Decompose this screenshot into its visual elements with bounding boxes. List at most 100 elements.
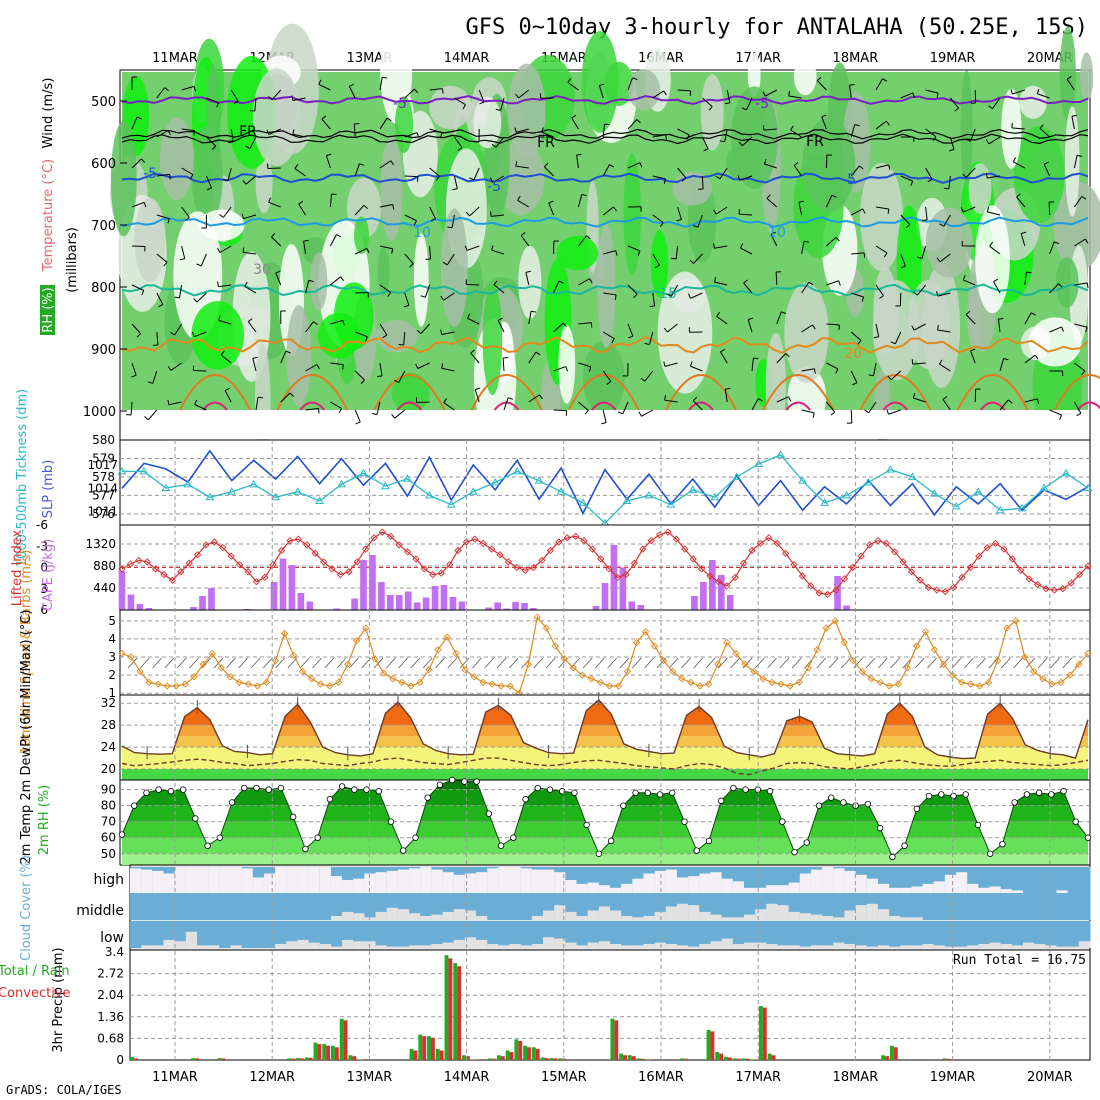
lifted-index-point (1067, 579, 1075, 587)
wind-barb-flag (1086, 282, 1089, 288)
wind-tick: 2 (108, 668, 116, 682)
wind-speed-point (425, 666, 433, 674)
thickness-point (864, 478, 873, 486)
wind-barb (330, 362, 344, 366)
cloud-cell-base (230, 893, 243, 920)
wind-barb (1024, 398, 1038, 403)
precip-convective-bar (448, 958, 453, 1060)
wind-barb (404, 88, 415, 99)
wind-barb-flag (223, 178, 229, 182)
wind-barb-flag (219, 213, 224, 218)
wind-speed-point (145, 678, 153, 686)
cloud-cell-base (810, 893, 823, 920)
wind-barb-flag (371, 412, 377, 416)
cape-tick: 440 (93, 581, 116, 595)
wind-speed-point (226, 673, 234, 681)
wind-barb-flag (336, 234, 342, 238)
wind-speed-point (1066, 671, 1074, 679)
wind-barb-flag (649, 305, 655, 308)
thickness-tick: 577 (92, 488, 115, 502)
thickness-point (293, 487, 303, 495)
cloud-cell-high (464, 873, 477, 893)
wind-speed-point (1084, 649, 1092, 658)
rh-contour-region (968, 163, 992, 214)
wind-barb (466, 283, 480, 286)
cloud-cell-high (420, 867, 432, 893)
cloud-cell-middle (543, 910, 555, 920)
wind-barb (130, 401, 133, 416)
cloud-cell-base (855, 921, 868, 948)
precip-total-bar (348, 1055, 353, 1060)
wind-barb (917, 284, 926, 296)
wind-barb-flag (636, 119, 641, 124)
cloud-cell-middle (654, 911, 667, 920)
rh-contour-region (206, 64, 220, 171)
rh-point (644, 789, 651, 797)
precip-total-bar (627, 1055, 632, 1060)
temp-contour-25 (276, 374, 349, 411)
wind-barb-flag (962, 275, 966, 281)
wind-barb (230, 89, 239, 102)
cloud-cell-base (476, 893, 488, 920)
wind-barb-flag (193, 130, 195, 136)
cape-bar (422, 597, 430, 610)
surface-wind-barb (976, 657, 986, 669)
lifted-index-point (630, 559, 639, 567)
wind-barb-flag (252, 356, 258, 359)
cloud-cell-low (587, 942, 600, 948)
contour-label: -5 (143, 166, 157, 182)
wind-barb (249, 136, 257, 149)
cloud-cell-base (1023, 893, 1035, 920)
wind-barb (1024, 312, 1032, 325)
rh-point (1072, 818, 1079, 825)
wind-barb (577, 194, 583, 208)
wind-barb-flag (467, 313, 471, 319)
wind-barb (925, 89, 939, 94)
rh-point (497, 842, 505, 849)
wind-barb (763, 128, 777, 131)
cloud-cell-base (632, 893, 644, 920)
wind-barb-flag (606, 381, 612, 385)
lifted-index-point (538, 556, 546, 565)
wind-barb (766, 198, 778, 208)
rh-contour-region (627, 69, 661, 111)
wind-barb-flag (576, 153, 582, 156)
cloud-cell-base (152, 893, 164, 920)
wind-tick: 3 (108, 650, 116, 664)
wind-barb-flag (266, 129, 270, 135)
wind-barb (987, 175, 1001, 179)
rh-point (241, 784, 248, 792)
wind-barb (131, 323, 142, 334)
wind-barb (156, 253, 168, 263)
wind-barb (398, 370, 406, 383)
wind-tick: 1 (108, 686, 116, 700)
wind-speed-point (307, 675, 316, 683)
rh-point (693, 847, 700, 854)
wind-barb (224, 390, 232, 403)
cloud-cell-low (944, 946, 957, 948)
wind-barb-flag (257, 396, 264, 399)
wind-barb (205, 175, 212, 189)
precip-total-bar (287, 1058, 292, 1060)
wind-speed-point (362, 624, 370, 632)
cloud-cell-high (810, 869, 823, 893)
cloud-cell-base (810, 921, 823, 948)
cape-bar (297, 593, 305, 610)
wind-barb-flag (936, 257, 941, 263)
wind-barb (181, 206, 190, 218)
wind-speed-point (669, 667, 677, 676)
lifted-index-point (185, 559, 193, 567)
cloud-cell-middle (610, 910, 622, 920)
lifted-index-point (723, 582, 731, 590)
contour-label: 15 (659, 286, 677, 302)
wind-barb (403, 331, 406, 345)
precip-legend-convective: Convective (0, 986, 71, 1001)
cloud-cell-base (252, 893, 265, 920)
cloud-cell-base (654, 893, 667, 920)
wind-barb-flag (462, 104, 466, 110)
rh-contour-region (482, 283, 503, 396)
precip-total-bar (330, 1045, 335, 1060)
cloud-cell-high (933, 881, 946, 893)
pressure-tick-label: 700 (91, 219, 116, 234)
